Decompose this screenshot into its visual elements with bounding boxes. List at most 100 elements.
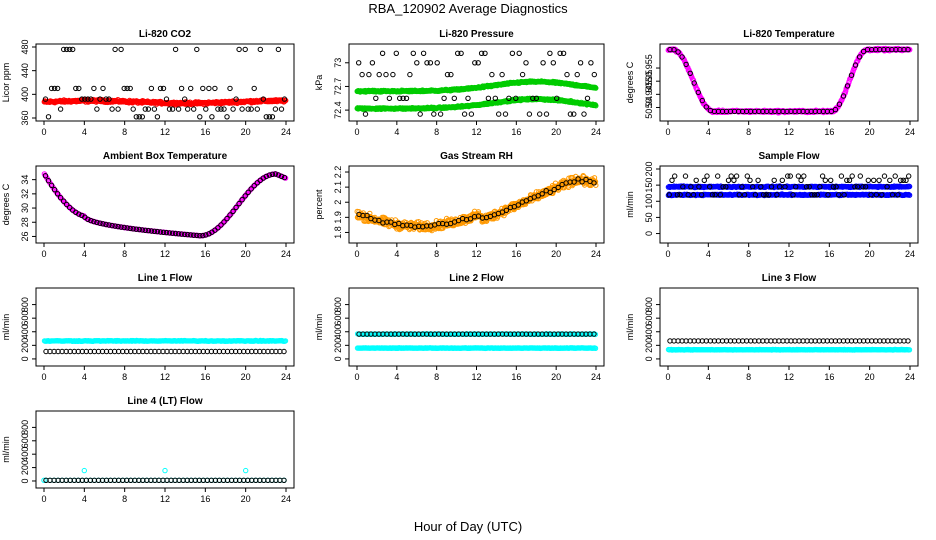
y-axis-label: degrees C bbox=[1, 183, 11, 225]
data-point bbox=[675, 49, 681, 55]
data-point bbox=[269, 171, 276, 178]
data-point bbox=[115, 106, 121, 112]
data-point bbox=[100, 85, 106, 92]
y-tick-label: 440 bbox=[20, 63, 30, 78]
data-point bbox=[257, 46, 263, 53]
data-point bbox=[359, 71, 365, 78]
data-point bbox=[282, 338, 289, 344]
data-point bbox=[485, 95, 492, 102]
data-point bbox=[61, 198, 67, 204]
data-point bbox=[396, 220, 402, 227]
data-point bbox=[717, 192, 724, 198]
data-point bbox=[239, 197, 245, 203]
data-point bbox=[221, 106, 227, 112]
y-axis-label: degrees C bbox=[625, 61, 635, 103]
x-tick-label: 20 bbox=[241, 249, 251, 259]
data-point bbox=[801, 173, 807, 179]
data-point bbox=[771, 177, 777, 184]
data-point bbox=[825, 192, 831, 198]
data-point bbox=[209, 114, 215, 120]
data-point bbox=[94, 106, 100, 112]
x-tick-label: 4 bbox=[394, 127, 399, 137]
data-point bbox=[468, 111, 475, 117]
data-point bbox=[366, 71, 372, 78]
y-axis-label: ml/min bbox=[1, 314, 11, 341]
panel-title: Li-820 CO2 bbox=[139, 29, 192, 40]
data-point bbox=[672, 173, 678, 179]
data-point bbox=[862, 184, 869, 190]
data-point bbox=[887, 177, 893, 184]
data-point bbox=[900, 177, 906, 184]
data-point bbox=[157, 85, 164, 92]
x-tick-label: 12 bbox=[160, 372, 170, 382]
x-tick-label: 16 bbox=[511, 249, 521, 259]
data-point bbox=[272, 171, 279, 177]
data-point bbox=[64, 201, 70, 208]
data-point bbox=[701, 177, 707, 184]
data-point bbox=[245, 189, 251, 196]
data-point bbox=[499, 71, 505, 78]
data-point bbox=[752, 192, 759, 198]
plot-frame bbox=[348, 165, 605, 244]
panel-title: Gas Stream RH bbox=[440, 151, 513, 162]
data-points bbox=[41, 171, 289, 239]
data-point bbox=[707, 184, 713, 190]
data-point bbox=[448, 71, 454, 78]
data-point bbox=[254, 106, 260, 112]
data-point bbox=[669, 177, 675, 184]
data-point bbox=[54, 191, 61, 197]
data-point bbox=[431, 111, 437, 117]
data-point bbox=[860, 184, 866, 190]
data-point bbox=[814, 192, 820, 198]
data-point bbox=[844, 177, 850, 184]
data-point bbox=[248, 106, 254, 112]
data-point bbox=[124, 225, 130, 231]
data-point bbox=[118, 224, 124, 230]
data-point bbox=[806, 184, 812, 190]
y-tick-label: 0 bbox=[20, 356, 30, 361]
data-point bbox=[496, 111, 502, 117]
data-point bbox=[571, 179, 577, 185]
data-point bbox=[48, 182, 55, 189]
data-point bbox=[197, 233, 203, 239]
data-point bbox=[91, 218, 97, 225]
data-point bbox=[523, 198, 529, 204]
data-point bbox=[175, 106, 182, 112]
data-point bbox=[227, 85, 233, 92]
data-point bbox=[242, 46, 248, 53]
data-point bbox=[248, 186, 254, 192]
data-point bbox=[260, 96, 266, 102]
x-tick-label: 20 bbox=[241, 372, 251, 382]
data-point bbox=[688, 184, 694, 190]
data-point bbox=[163, 229, 170, 236]
x-tick-label: 24 bbox=[281, 249, 291, 259]
data-point bbox=[461, 111, 468, 117]
figure-xlabel: Hour of Day (UTC) bbox=[414, 519, 522, 534]
data-point bbox=[671, 47, 677, 53]
data-point bbox=[683, 61, 689, 68]
x-tick-label: 24 bbox=[281, 372, 291, 382]
data-point bbox=[760, 192, 767, 198]
data-point bbox=[200, 232, 206, 239]
data-point bbox=[852, 62, 859, 68]
data-point bbox=[720, 184, 726, 190]
panel-title: Line 1 Flow bbox=[138, 273, 193, 284]
data-point bbox=[766, 192, 772, 198]
data-point bbox=[54, 85, 61, 92]
y-tick-label: 400 bbox=[20, 87, 30, 102]
y-tick-label: 2 bbox=[333, 200, 343, 205]
y-axis-label: percent bbox=[314, 189, 324, 220]
x-tick-label: 16 bbox=[824, 249, 834, 259]
data-point bbox=[281, 348, 287, 355]
data-point bbox=[832, 106, 839, 113]
data-point bbox=[472, 60, 478, 66]
data-point bbox=[191, 106, 197, 112]
data-point bbox=[455, 50, 461, 56]
x-tick-label: 16 bbox=[511, 127, 521, 137]
data-point bbox=[139, 114, 146, 120]
x-tick-label: 12 bbox=[160, 249, 170, 259]
data-point bbox=[593, 85, 599, 91]
data-point bbox=[88, 217, 94, 224]
y-tick-label: 50.94 bbox=[644, 96, 654, 119]
data-point bbox=[906, 173, 912, 179]
